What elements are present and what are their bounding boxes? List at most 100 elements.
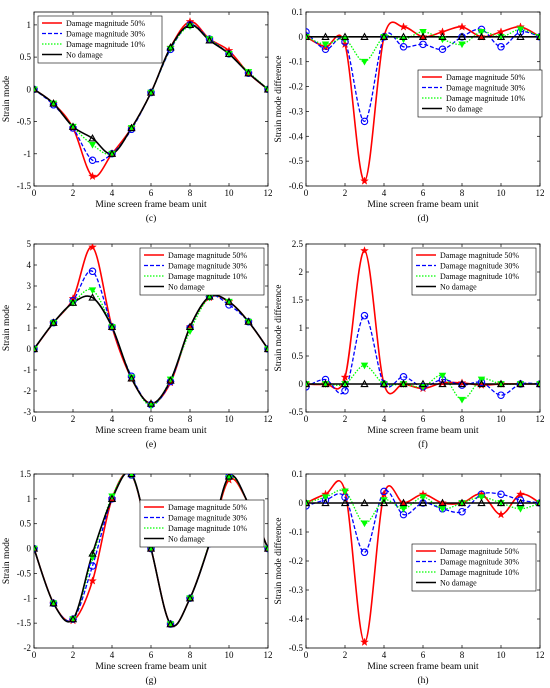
x-tick-label: 0 <box>304 414 309 424</box>
x-axis-label: Mine screen frame beam unit <box>95 425 207 436</box>
series-3-point <box>146 88 156 96</box>
series-3-point <box>457 379 467 388</box>
x-tick-label: 8 <box>188 650 193 660</box>
x-tick-label: 0 <box>32 414 37 424</box>
y-tick-label: -0.2 <box>289 556 303 566</box>
series-3-point <box>127 374 136 382</box>
chart-panel-5: 0 2 4 6 8 10 12 -0.5 -0.4 -0.3 -0.2 -0.1 0 0.1 Mine sc… <box>273 469 545 686</box>
series-3-point <box>399 32 408 40</box>
series-3-point <box>127 474 136 478</box>
x-tick-label: 6 <box>149 188 154 198</box>
legend-label: No damage <box>168 535 205 544</box>
y-tick-label: -1.5 <box>17 618 32 628</box>
y-tick-label: -0.5 <box>17 568 32 578</box>
series-2-point <box>341 488 349 496</box>
series-3-point <box>438 498 447 507</box>
x-tick-label: 2 <box>343 188 348 198</box>
legend-label: Damage magnitude 50% <box>440 251 519 260</box>
series-3-point <box>477 498 486 507</box>
series-3-point <box>306 379 311 388</box>
legend-label: Damage magnitude 50% <box>168 503 247 512</box>
x-tick-label: 12 <box>264 414 273 424</box>
series-3-point <box>340 498 350 507</box>
series-2-point <box>360 58 369 66</box>
y-tick-label: -0.1 <box>289 57 303 67</box>
series-layer <box>34 244 268 410</box>
series-2-point <box>438 505 447 513</box>
x-tick-label: 8 <box>460 650 465 660</box>
y-tick-label: 3 <box>27 281 32 291</box>
y-tick-label: 0.5 <box>20 519 32 529</box>
x-tick-label: 2 <box>343 414 348 424</box>
series-3-point <box>146 399 156 407</box>
series-1-point <box>360 311 369 320</box>
legend: Damage magnitude 50% Damage magnitude 30%… <box>37 15 163 64</box>
y-axis-label: Strain mode difference <box>273 56 284 143</box>
x-tick-label: 4 <box>382 188 387 198</box>
series-3-point <box>224 297 234 305</box>
series-3-point <box>306 32 311 40</box>
legend-label: Damage magnitude 30% <box>66 30 145 39</box>
series-2-point <box>458 41 466 49</box>
series-1-point <box>380 487 388 496</box>
legend-label: Damage magnitude 50% <box>168 251 247 260</box>
y-tick-label: 1.5 <box>292 295 304 305</box>
series-3-point <box>496 498 506 507</box>
series-3-point <box>457 32 467 40</box>
series-3-point <box>34 85 39 93</box>
series-1-point <box>497 43 505 51</box>
series-0-point <box>516 489 525 499</box>
chart-panel-1: 0 2 4 6 8 10 12 -0.6 -0.5 -0.4 -0.3 -0.2 -0.1 0 0.1 Min… <box>273 7 545 224</box>
series-0-point <box>477 32 486 41</box>
series-3-point <box>146 544 156 552</box>
series-2-point <box>477 29 486 36</box>
y-tick-label: -2 <box>24 643 32 653</box>
legend-label: Damage magnitude 10% <box>168 272 247 281</box>
legend-label: Damage magnitude 10% <box>440 568 519 577</box>
series-3-point <box>166 619 175 628</box>
x-tick-label: 0 <box>304 188 309 198</box>
x-tick-label: 6 <box>421 650 426 660</box>
series-0-point <box>399 498 408 507</box>
y-tick-label: 0.5 <box>20 52 32 62</box>
series-3-point <box>224 49 234 57</box>
x-tick-label: 12 <box>264 188 273 198</box>
x-tick-label: 10 <box>497 650 507 660</box>
y-tick-label: -0.1 <box>289 527 303 537</box>
y-tick-label: -0.4 <box>289 614 304 624</box>
y-tick-label: 0 <box>27 84 32 94</box>
series-2-point <box>360 362 369 370</box>
y-tick-label: 5 <box>27 239 32 249</box>
y-tick-label: 0.1 <box>292 469 303 479</box>
series-1-point <box>88 562 97 570</box>
series-layer <box>306 21 540 185</box>
x-tick-label: 0 <box>304 650 309 660</box>
series-3-point <box>496 379 506 388</box>
y-tick-label: -0.6 <box>289 181 304 191</box>
series-3-point <box>88 133 97 142</box>
series-1-point <box>306 28 310 36</box>
series-0-point <box>457 378 467 387</box>
series-3-point <box>166 43 175 51</box>
legend-label: No damage <box>440 283 477 292</box>
panel-label: (d) <box>417 213 428 224</box>
series-1-point <box>34 85 38 94</box>
series-1-point <box>34 345 38 353</box>
y-tick-label: -0.5 <box>17 117 32 127</box>
y-tick-label: -0.5 <box>289 643 304 653</box>
series-3-point <box>535 32 540 40</box>
x-tick-label: 2 <box>343 650 348 660</box>
y-tick-label: 1 <box>27 323 32 333</box>
series-3-point <box>438 379 447 388</box>
series-2-point <box>438 372 447 380</box>
legend-label: Damage magnitude 30% <box>446 84 525 93</box>
series-3-point <box>127 123 136 132</box>
series-1-point <box>88 156 97 164</box>
x-tick-label: 12 <box>536 188 545 198</box>
y-tick-label: -0.4 <box>289 131 304 141</box>
series-1-point <box>360 548 369 557</box>
x-tick-label: 8 <box>188 188 193 198</box>
x-tick-label: 12 <box>536 650 545 660</box>
series-3-point <box>205 292 214 300</box>
